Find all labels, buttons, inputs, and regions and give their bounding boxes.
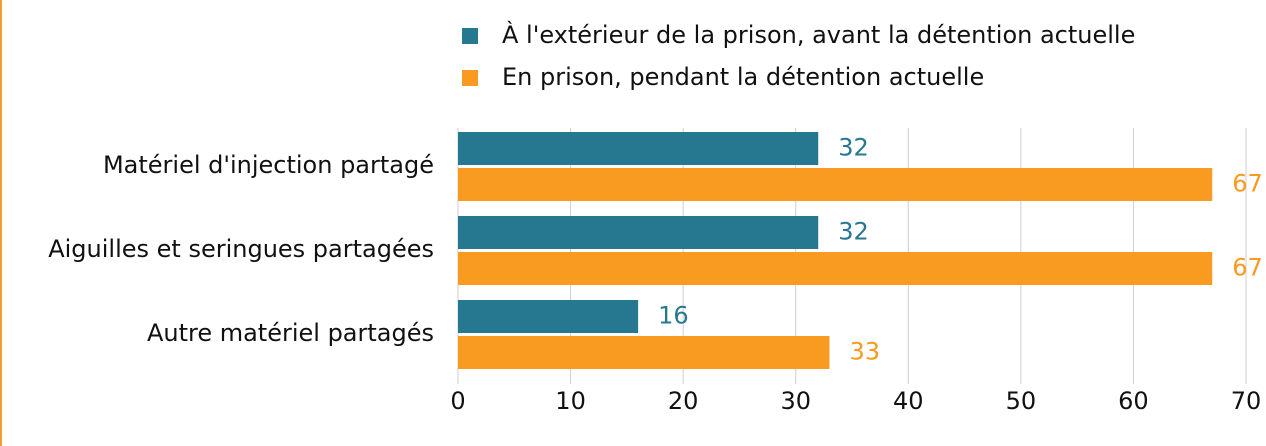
frame-edge [0,0,2,446]
y-tick-label: Autre matériel partagés [147,319,434,347]
x-tick-label: 30 [780,387,811,415]
y-tick-label: Aiguilles et seringues partagées [48,235,434,263]
x-tick-label: 0 [450,387,465,415]
value-label: 67 [1232,170,1263,198]
x-tick-label: 10 [555,387,586,415]
x-tick-label: 70 [1231,387,1262,415]
value-label: 32 [838,218,869,246]
value-label: 33 [849,338,880,366]
legend-swatch [462,28,478,44]
x-tick-label: 20 [668,387,699,415]
bar [458,216,819,249]
value-label: 16 [658,302,689,330]
bar [458,132,819,165]
bar [458,336,830,369]
legend-label: En prison, pendant la détention actuelle [502,63,984,91]
legend-swatch [462,70,478,86]
x-tick-label: 40 [893,387,924,415]
value-label: 32 [838,134,869,162]
x-tick-label: 50 [1006,387,1037,415]
x-tick-label: 60 [1118,387,1149,415]
value-label: 67 [1232,254,1263,282]
bar [458,252,1213,285]
bar [458,168,1213,201]
legend-label: À l'extérieur de la prison, avant la dét… [502,20,1135,49]
bar [458,300,639,333]
y-tick-label: Matériel d'injection partagé [103,151,434,179]
